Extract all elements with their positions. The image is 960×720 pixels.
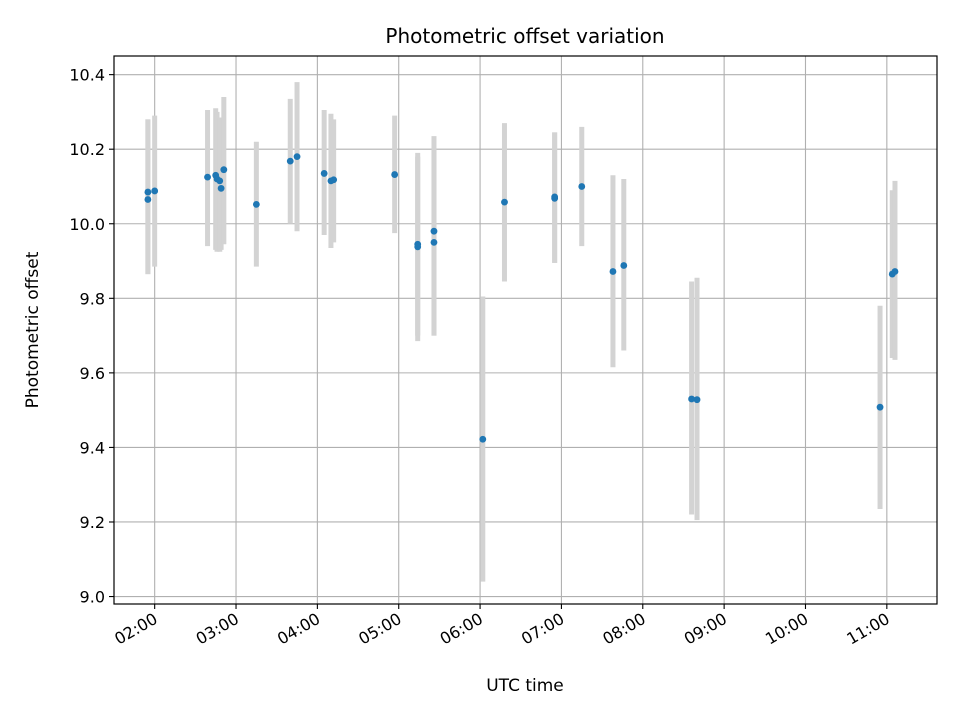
- data-point: [330, 176, 338, 184]
- data-point: [320, 170, 328, 177]
- data-point: [891, 268, 899, 275]
- data-point: [479, 435, 487, 443]
- y-axis-label: Photometric offset: [23, 251, 43, 408]
- y-tick-label: 9.8: [80, 289, 105, 308]
- data-point: [414, 243, 422, 251]
- y-tick-label: 10.2: [69, 140, 105, 159]
- data-point: [578, 183, 586, 190]
- data-point: [216, 177, 224, 185]
- data-point: [204, 173, 211, 181]
- y-axis-ticks: 9.0 9.2 9.4 9.6 9.8 10.0 10.2 10.4: [69, 66, 114, 607]
- data-point: [620, 262, 628, 269]
- data-point: [551, 193, 559, 201]
- data-point: [391, 171, 399, 178]
- data-point: [144, 188, 152, 196]
- data-point: [609, 268, 617, 275]
- y-tick-label: 10.4: [69, 66, 105, 85]
- y-tick-label: 9.6: [80, 364, 105, 383]
- data-point: [430, 238, 438, 246]
- x-axis-label: UTC time: [486, 676, 564, 696]
- data-point: [286, 157, 294, 165]
- y-tick-label: 10.0: [69, 215, 105, 234]
- data-point: [144, 196, 152, 203]
- data-point: [220, 166, 228, 174]
- y-tick-label: 9.4: [80, 438, 105, 457]
- data-point: [688, 395, 695, 403]
- data-point: [151, 187, 159, 195]
- y-tick-label: 9.2: [80, 513, 105, 532]
- data-point: [217, 184, 225, 192]
- chart-title: Photometric offset variation: [385, 24, 664, 48]
- data-point: [876, 403, 884, 411]
- plot-frame: [113, 55, 938, 605]
- data-points: [144, 153, 899, 443]
- y-tick-label: 9.0: [80, 588, 105, 607]
- data-point: [293, 153, 301, 161]
- grid: [114, 56, 937, 604]
- data-point: [430, 227, 438, 235]
- data-point: [501, 198, 508, 206]
- data-point: [693, 396, 701, 404]
- data-point: [252, 200, 260, 208]
